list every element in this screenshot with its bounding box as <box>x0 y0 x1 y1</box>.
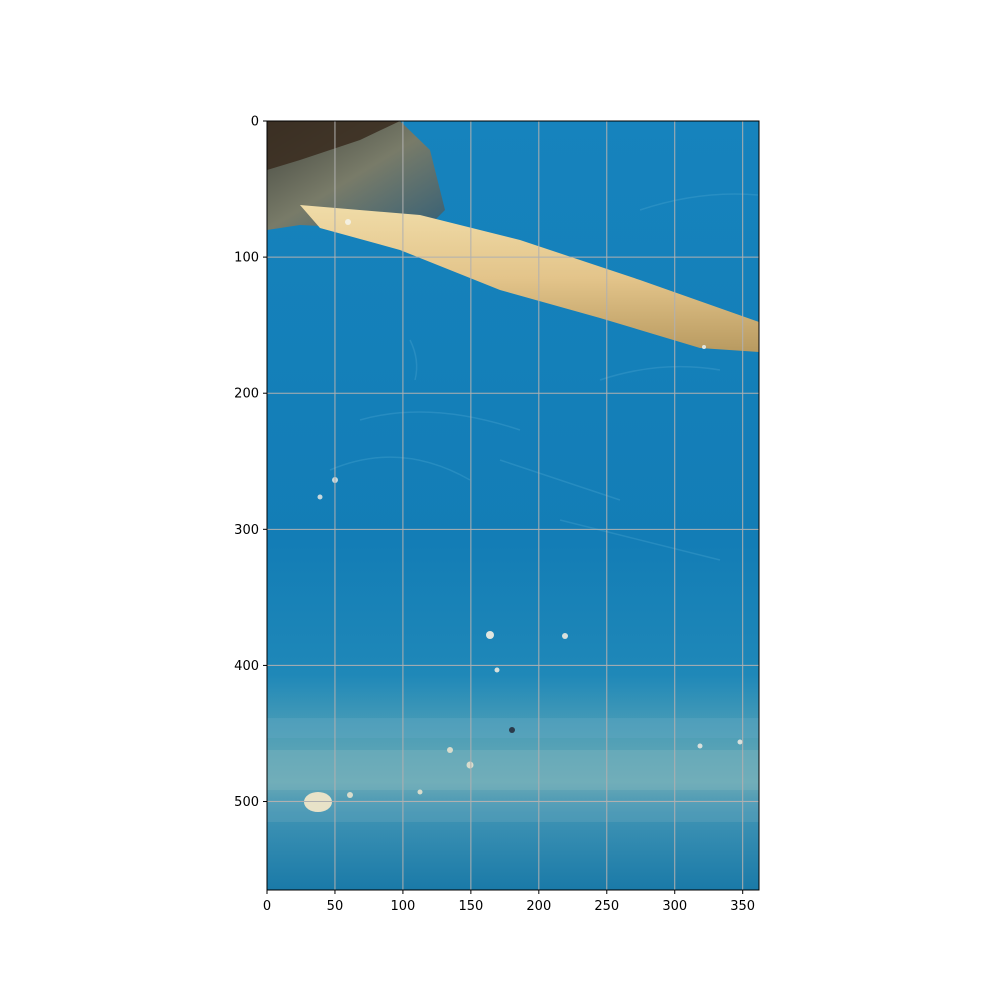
x-tick-label: 200 <box>526 899 551 914</box>
photo <box>267 121 759 890</box>
y-tick-label: 100 <box>234 251 259 266</box>
y-tick-label: 400 <box>234 659 259 674</box>
y-tick-label: 0 <box>251 115 259 130</box>
water-streaks <box>329 193 759 561</box>
axes-frame <box>266 120 760 891</box>
ticks: 0 50 100 150 200 250 300 350 0 100 200 300 400 500 <box>234 115 755 915</box>
sediment-band <box>267 477 759 822</box>
y-tick-label: 200 <box>234 387 259 402</box>
x-tick-label: 50 <box>327 899 344 914</box>
x-tick-label: 150 <box>458 899 483 914</box>
stick <box>300 205 759 352</box>
rock-dark-edge <box>267 121 400 170</box>
x-tick-label: 350 <box>730 899 755 914</box>
x-tick-label: 300 <box>662 899 687 914</box>
x-tick-label: 0 <box>263 899 271 914</box>
x-tick-label: 100 <box>390 899 415 914</box>
y-tick-label: 300 <box>234 523 259 538</box>
y-tick-label: 500 <box>234 795 259 810</box>
x-tick-label: 250 <box>594 899 619 914</box>
